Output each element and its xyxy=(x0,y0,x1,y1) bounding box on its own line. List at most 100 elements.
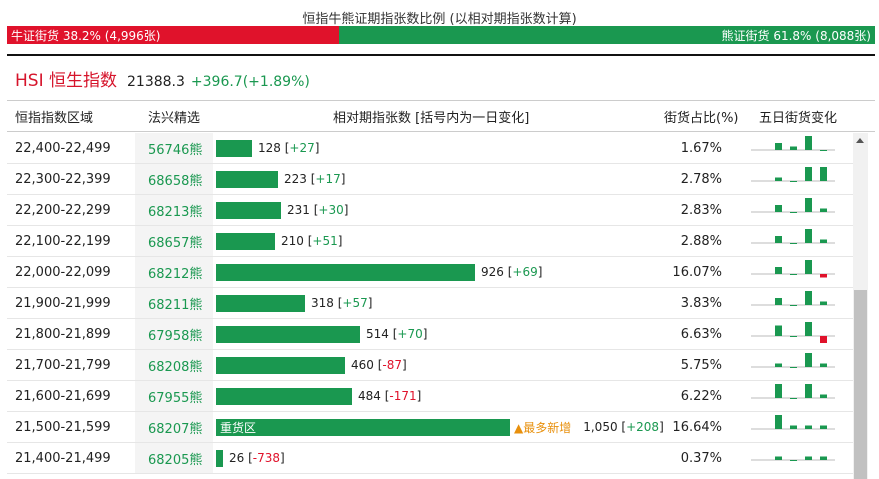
sparkline-bar xyxy=(820,274,827,278)
table-header: 恒指指数区域 法兴精选 相对期指张数 [括号内为一日变化] 街货占比(%) 五日… xyxy=(7,100,875,132)
warrant-code-link[interactable]: 56746熊 xyxy=(148,142,203,158)
header-five-day: 五日街货变化 xyxy=(759,111,838,126)
table-row[interactable]: 21,500-21,599 68207熊 重货区 ▲最多新增 1,050 [+208] 1… xyxy=(7,412,857,443)
bear-label: 熊证街货 61.8% (8,088张) xyxy=(721,28,871,43)
warrant-code-link[interactable]: 68205熊 xyxy=(148,452,203,468)
table-row[interactable]: 21,900-21,999 68211熊 318 [+57] 3.83% xyxy=(7,288,857,319)
share-cell: 5.75% xyxy=(680,357,722,373)
sparkline-chart xyxy=(751,456,835,461)
contracts-cell: 223 [+17] xyxy=(216,164,345,194)
sparkline-bar xyxy=(820,167,827,181)
sparkline-bar xyxy=(775,456,782,460)
scrollbar[interactable] xyxy=(853,133,868,479)
range-cell: 22,100-22,199 xyxy=(15,233,111,249)
contracts-value: 514 [+70] xyxy=(366,327,428,341)
five-day-sparkline xyxy=(751,350,835,380)
warrant-code-link[interactable]: 68658熊 xyxy=(148,173,203,189)
warrant-code-link[interactable]: 68212熊 xyxy=(148,266,203,282)
share-cell: 6.63% xyxy=(680,326,722,342)
share-cell: 2.83% xyxy=(680,202,722,218)
range-cell: 21,600-21,699 xyxy=(15,388,111,404)
scroll-up-icon[interactable] xyxy=(856,138,864,143)
daily-change: +208 xyxy=(626,420,660,434)
scroll-thumb[interactable] xyxy=(854,290,867,479)
sparkline-bar xyxy=(775,298,782,305)
warrant-code-link[interactable]: 68213熊 xyxy=(148,204,203,220)
sparkline-bar xyxy=(820,394,827,398)
contracts-value: 223 [+17] xyxy=(284,172,346,186)
daily-change: +51 xyxy=(312,234,338,248)
pick-cell-bg xyxy=(135,195,213,225)
sparkline-bar xyxy=(790,212,797,213)
table-row[interactable]: 21,600-21,699 67955熊 484 [-171] 6.22% xyxy=(7,381,857,412)
contracts-value: 926 [+69] xyxy=(481,265,543,279)
daily-change: +17 xyxy=(315,172,341,186)
table-row[interactable]: 22,000-22,099 68212熊 926 [+69] 16.07% xyxy=(7,257,857,288)
pick-cell-bg xyxy=(135,288,213,318)
sparkline-bar xyxy=(790,181,797,182)
warrant-code-link[interactable]: 67958熊 xyxy=(148,328,203,344)
table-row[interactable]: 22,400-22,499 56746熊 128 [+27] 1.67% xyxy=(7,133,857,164)
contracts-number: 128 xyxy=(258,141,281,155)
sparkline-bar xyxy=(805,384,812,398)
warrant-code-link[interactable]: 67955熊 xyxy=(148,390,203,406)
sparkline-bar xyxy=(820,150,827,151)
heavy-zone-label: 重货区 xyxy=(220,420,257,435)
index-name[interactable]: HSI 恒生指数 xyxy=(15,71,117,91)
contracts-cell: 926 [+69] xyxy=(216,257,542,287)
table-row[interactable]: 22,200-22,299 68213熊 231 [+30] 2.83% xyxy=(7,195,857,226)
contracts-number: 210 xyxy=(281,234,304,248)
range-cell: 22,000-22,099 xyxy=(15,264,111,280)
table-row[interactable]: 22,300-22,399 68658熊 223 [+17] 2.78% xyxy=(7,164,857,195)
sparkline-bar xyxy=(790,274,797,275)
contracts-cell: 128 [+27] xyxy=(216,133,319,163)
five-day-sparkline xyxy=(751,257,835,287)
warrant-code-link[interactable]: 68211熊 xyxy=(148,297,203,313)
daily-change: +30 xyxy=(318,203,344,217)
sparkline-bar xyxy=(790,305,797,306)
sparkline-chart xyxy=(751,229,835,244)
bear-segment: 熊证街货 61.8% (8,088张) xyxy=(338,26,875,44)
contracts-bar xyxy=(216,325,360,343)
contracts-cell: 514 [+70] xyxy=(216,319,427,349)
share-cell: 1.67% xyxy=(680,140,722,156)
contracts-cell: 210 [+51] xyxy=(216,226,342,256)
sparkline-bar xyxy=(820,363,827,367)
warrant-code-link[interactable]: 68657熊 xyxy=(148,235,203,251)
sparkline-bar xyxy=(790,336,797,337)
chart-caption: 恒指牛熊证期指张数比例 (以相对期指张数计算) xyxy=(302,12,577,27)
header-pick: 法兴精选 xyxy=(148,111,201,126)
divider xyxy=(7,54,875,56)
bull-bear-ratio-bar: 牛证街货 38.2% (4,996张) 熊证街货 61.8% (8,088张) xyxy=(7,26,875,44)
contracts-number: 26 xyxy=(229,451,245,465)
table-row[interactable]: 22,100-22,199 68657熊 210 [+51] 2.88% xyxy=(7,226,857,257)
sparkline-bar xyxy=(790,367,797,368)
pick-cell-bg xyxy=(135,350,213,380)
five-day-sparkline xyxy=(751,381,835,411)
contracts-number: 460 xyxy=(351,358,374,372)
pick-cell-bg xyxy=(135,133,213,163)
sparkline-chart xyxy=(751,198,835,213)
contracts-bar xyxy=(216,201,281,219)
table-body: 22,400-22,499 56746熊 128 [+27] 1.67% 22,300-… xyxy=(7,133,857,474)
daily-change: +57 xyxy=(342,296,368,310)
table-row[interactable]: 21,800-21,899 67958熊 514 [+70] 6.63% xyxy=(7,319,857,350)
sparkline-chart xyxy=(751,384,835,399)
five-day-sparkline xyxy=(751,195,835,225)
contracts-bar xyxy=(216,449,223,467)
sparkline-bar xyxy=(820,239,827,243)
sparkline-bar xyxy=(775,143,782,150)
share-cell: 6.22% xyxy=(680,388,722,404)
table-row[interactable]: 21,400-21,499 68205熊 26 [-738] 0.37% xyxy=(7,443,857,474)
range-cell: 21,700-21,799 xyxy=(15,357,111,373)
sparkline-bar xyxy=(820,208,827,212)
sparkline-chart xyxy=(751,167,835,182)
five-day-sparkline xyxy=(751,133,835,163)
table-row[interactable]: 21,700-21,799 68208熊 460 [-87] 5.75% xyxy=(7,350,857,381)
bull-segment: 牛证街货 38.2% (4,996张) xyxy=(7,26,339,44)
sparkline-bar xyxy=(805,353,812,367)
warrant-code-link[interactable]: 68208熊 xyxy=(148,359,203,375)
warrant-code-link[interactable]: 68207熊 xyxy=(148,421,203,437)
sparkline-bar xyxy=(805,425,812,429)
sparkline-bar xyxy=(805,456,812,460)
